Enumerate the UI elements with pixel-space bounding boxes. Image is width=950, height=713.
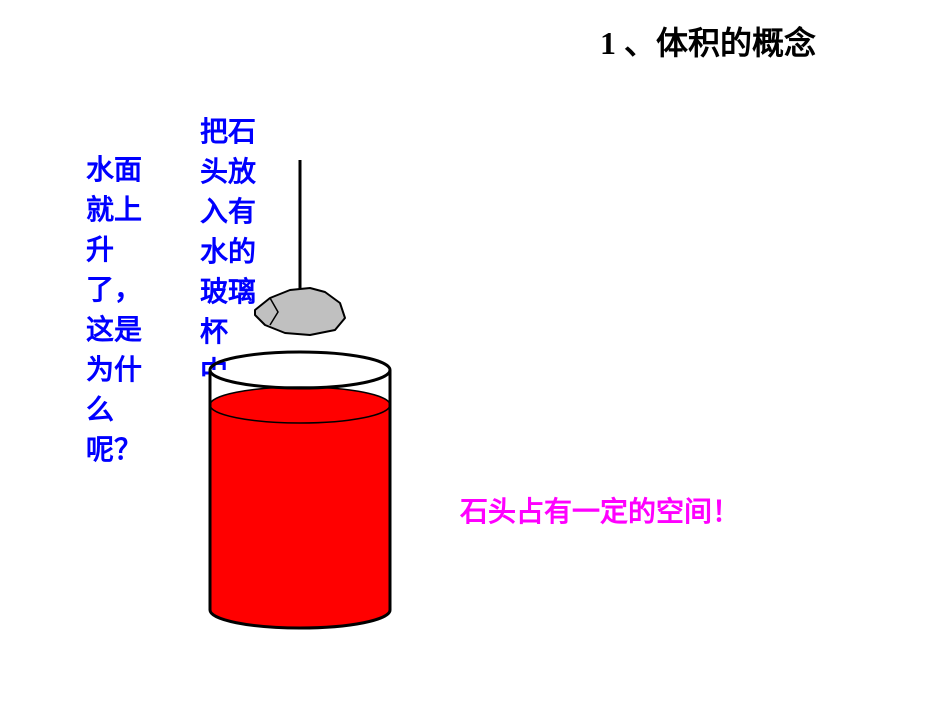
title-text: 1 、体积的概念 — [600, 25, 816, 61]
stone-shape — [255, 288, 345, 335]
question-line2: 水面就上升了，这是为什么呢？ — [86, 148, 142, 468]
diagram-svg — [170, 160, 430, 650]
experiment-diagram — [170, 160, 430, 650]
water-body — [210, 405, 390, 628]
slide-title: 1 、体积的概念 — [600, 18, 816, 64]
answer-content: 石头占有一定的空间！ — [460, 497, 740, 528]
answer-text: 石头占有一定的空间！ — [460, 490, 740, 530]
water-surface — [210, 387, 390, 423]
